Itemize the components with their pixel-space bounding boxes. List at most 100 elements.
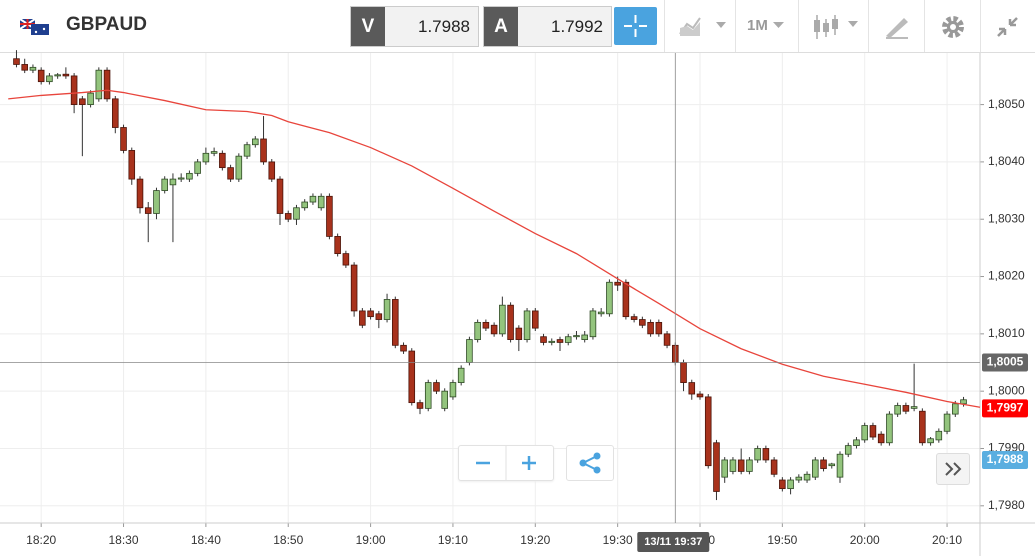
- candle-body: [309, 195, 317, 203]
- zoom-in[interactable]: [522, 456, 536, 470]
- y-tick-label: 1,8050: [988, 97, 1025, 111]
- candle-body: [746, 459, 753, 472]
- candle-body: [136, 178, 144, 209]
- candle-body: [482, 321, 490, 329]
- candle-body: [260, 138, 267, 163]
- candle-body: [779, 479, 786, 490]
- candle-body: [424, 382, 432, 409]
- bid-box[interactable]: V 1.7988: [350, 6, 479, 47]
- toolbar: GBPAUD V 1.7988 A 1.7992 1M: [0, 0, 1035, 53]
- candle-body: [103, 69, 111, 100]
- candle-body: [754, 448, 761, 461]
- candle-body: [276, 178, 284, 214]
- candle-body: [153, 190, 160, 214]
- candle-body: [120, 127, 127, 151]
- share-button[interactable]: [566, 445, 614, 481]
- candle-body: [564, 336, 572, 343]
- candle-body: [952, 403, 959, 415]
- candle-body: [499, 304, 506, 335]
- x-tick-label: 19:00: [356, 533, 386, 547]
- candle-body: [639, 319, 646, 326]
- x-tick-label: 19:30: [603, 533, 633, 547]
- candle-body: [169, 178, 177, 186]
- candle-body: [70, 75, 78, 105]
- scroll-icon: [945, 462, 962, 476]
- candle-body: [21, 64, 28, 71]
- candle-body: [910, 406, 918, 409]
- candle-body: [828, 463, 836, 467]
- candle-body: [770, 459, 778, 475]
- candle-body: [210, 151, 218, 154]
- candle-body: [729, 459, 737, 472]
- collapse-button[interactable]: [995, 15, 1021, 39]
- price-marker-label: 1,7988: [987, 452, 1024, 466]
- zoom-icons: [476, 446, 536, 480]
- candle-body: [177, 177, 185, 180]
- y-tick-label: 1,7980: [988, 498, 1025, 512]
- x-tick-label: 18:50: [273, 533, 303, 547]
- dropdown-arrow: [773, 22, 784, 28]
- symbol: GBPAUD: [66, 14, 147, 35]
- candle-body: [614, 281, 621, 286]
- candle-body: [721, 459, 728, 478]
- candle-body: [622, 281, 630, 318]
- candle-body: [919, 410, 926, 444]
- crosshair-button[interactable]: [614, 7, 657, 45]
- candle-body: [869, 425, 877, 438]
- candle-body: [894, 405, 901, 415]
- candle-body: [737, 459, 745, 472]
- candle-body: [408, 350, 416, 404]
- candle-body: [960, 399, 967, 405]
- candle-body: [457, 367, 465, 383]
- crosshair-y-label: 1,8005: [987, 355, 1024, 369]
- candle-body: [219, 152, 226, 169]
- candle-body: [540, 336, 547, 343]
- candle-body: [795, 476, 803, 481]
- candle-body: [532, 310, 539, 329]
- candle-body: [375, 313, 383, 320]
- candle-body: [29, 66, 37, 71]
- ask-tag: A: [484, 7, 518, 46]
- candle-body: [877, 433, 885, 444]
- price-marker: [982, 450, 1028, 469]
- candle-body: [663, 333, 671, 346]
- zoom-controls: [458, 445, 554, 481]
- candle-body: [606, 281, 613, 315]
- candle-body: [886, 413, 893, 444]
- flag-icon: [20, 19, 49, 35]
- y-tick-label: 1,8020: [988, 269, 1025, 283]
- crosshair-y-box: [982, 353, 1028, 372]
- candle-type-button[interactable]: [812, 13, 862, 41]
- x-tick-label: 20:00: [850, 533, 880, 547]
- candle-body: [46, 75, 53, 83]
- crosshair-x-label: 13/11 19:37: [644, 536, 702, 548]
- candle-body: [589, 310, 597, 338]
- candle-body: [490, 324, 498, 335]
- candle-body: [95, 69, 103, 100]
- candle-body: [548, 340, 556, 343]
- x-tick-label: 19:20: [520, 533, 550, 547]
- candle-body: [268, 161, 276, 180]
- candle-body: [350, 264, 358, 312]
- candle-body: [597, 311, 605, 315]
- chart-type-button[interactable]: [678, 14, 728, 38]
- ask-box[interactable]: A 1.7992: [483, 6, 612, 47]
- draw-button[interactable]: [884, 14, 910, 40]
- ask-value: 1.7992: [551, 17, 603, 36]
- x-tick-label: 19:50: [767, 533, 797, 547]
- candle-body: [688, 382, 696, 395]
- settings-button[interactable]: [940, 14, 966, 40]
- candle-body: [186, 172, 193, 180]
- candle-body: [243, 144, 251, 157]
- x-tick-label: 20:10: [932, 533, 962, 547]
- candle-body: [416, 402, 424, 409]
- candle-body: [326, 195, 333, 237]
- candle-body: [317, 195, 325, 209]
- share-icon: [579, 452, 601, 474]
- candle-body: [284, 213, 292, 220]
- moving-average: [8, 89, 981, 408]
- candle-body: [144, 207, 152, 214]
- timeframe[interactable]: 1M: [747, 17, 768, 34]
- scroll-end-button[interactable]: [936, 453, 970, 485]
